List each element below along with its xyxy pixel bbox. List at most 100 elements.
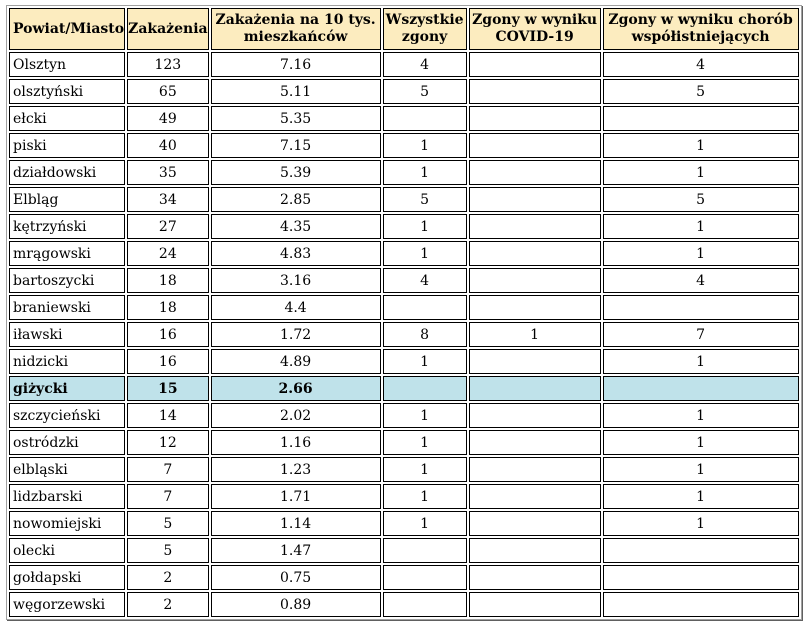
cell-district: węgorzewski bbox=[9, 592, 126, 617]
cell-district: lidzbarski bbox=[9, 484, 126, 509]
cell-district: szczycieński bbox=[9, 403, 126, 428]
cell-district: giżycki bbox=[9, 376, 126, 401]
cell-all-deaths: 1 bbox=[382, 511, 467, 536]
table-row: elbląski 7 1.23 1 1 bbox=[9, 457, 799, 482]
header-district: Powiat/Miasto bbox=[9, 8, 126, 50]
cell-covid-deaths bbox=[468, 52, 601, 77]
table-row: bartoszycki 18 3.16 4 4 bbox=[9, 268, 799, 293]
cell-comorbidity-deaths: 4 bbox=[602, 268, 799, 293]
cell-covid-deaths bbox=[468, 214, 601, 239]
cell-cases-per-10k: 0.89 bbox=[210, 592, 381, 617]
header-cases-per-10k: Zakażenia na 10 tys. mieszkańców bbox=[210, 8, 381, 50]
cell-covid-deaths bbox=[468, 430, 601, 455]
cell-all-deaths: 1 bbox=[382, 403, 467, 428]
cell-comorbidity-deaths bbox=[602, 295, 799, 320]
cell-district: olsztyński bbox=[9, 79, 126, 104]
cell-covid-deaths bbox=[468, 160, 601, 185]
cell-all-deaths bbox=[382, 376, 467, 401]
cell-covid-deaths bbox=[468, 538, 601, 563]
cell-district: kętrzyński bbox=[9, 214, 126, 239]
table-row: gołdapski 2 0.75 bbox=[9, 565, 799, 590]
cell-cases-per-10k: 0.75 bbox=[210, 565, 381, 590]
cell-district: bartoszycki bbox=[9, 268, 126, 293]
table-row: lidzbarski 7 1.71 1 1 bbox=[9, 484, 799, 509]
cell-comorbidity-deaths: 7 bbox=[602, 322, 799, 347]
cell-cases-per-10k: 5.35 bbox=[210, 106, 381, 131]
table-row: ostródzki 12 1.16 1 1 bbox=[9, 430, 799, 455]
cell-cases-per-10k: 7.15 bbox=[210, 133, 381, 158]
cell-cases-per-10k: 1.71 bbox=[210, 484, 381, 509]
cell-cases: 24 bbox=[127, 241, 209, 266]
cell-comorbidity-deaths: 1 bbox=[602, 430, 799, 455]
cell-comorbidity-deaths bbox=[602, 592, 799, 617]
cell-district: ełcki bbox=[9, 106, 126, 131]
cell-cases: 15 bbox=[127, 376, 209, 401]
table-header: Powiat/Miasto Zakażenia Zakażenia na 10 … bbox=[9, 8, 799, 50]
cell-cases: 123 bbox=[127, 52, 209, 77]
cell-cases-per-10k: 1.47 bbox=[210, 538, 381, 563]
cell-covid-deaths bbox=[468, 457, 601, 482]
cell-all-deaths: 1 bbox=[382, 133, 467, 158]
cell-district: braniewski bbox=[9, 295, 126, 320]
cell-all-deaths: 4 bbox=[382, 52, 467, 77]
cell-covid-deaths bbox=[468, 403, 601, 428]
cell-cases-per-10k: 4.4 bbox=[210, 295, 381, 320]
table-row: olecki 5 1.47 bbox=[9, 538, 799, 563]
table-row: węgorzewski 2 0.89 bbox=[9, 592, 799, 617]
cell-district: piski bbox=[9, 133, 126, 158]
header-row: Powiat/Miasto Zakażenia Zakażenia na 10 … bbox=[9, 8, 799, 50]
cell-comorbidity-deaths: 1 bbox=[602, 511, 799, 536]
table-row: działdowski 35 5.39 1 1 bbox=[9, 160, 799, 185]
table-row: nidzicki 16 4.89 1 1 bbox=[9, 349, 799, 374]
cell-cases-per-10k: 4.89 bbox=[210, 349, 381, 374]
cell-district: Olsztyn bbox=[9, 52, 126, 77]
cell-all-deaths: 5 bbox=[382, 79, 467, 104]
cell-district: elbląski bbox=[9, 457, 126, 482]
cell-cases: 35 bbox=[127, 160, 209, 185]
cell-cases-per-10k: 3.16 bbox=[210, 268, 381, 293]
table-body: Olsztyn 123 7.16 4 4 olsztyński 65 5.11 5 5 ełcki 4… bbox=[9, 52, 799, 617]
header-comorbidity-deaths: Zgony w wyniku chorób współistniejących bbox=[602, 8, 799, 50]
cell-all-deaths bbox=[382, 592, 467, 617]
cell-district: Elbląg bbox=[9, 187, 126, 212]
cell-cases-per-10k: 2.85 bbox=[210, 187, 381, 212]
header-cases: Zakażenia bbox=[127, 8, 209, 50]
cell-all-deaths: 1 bbox=[382, 241, 467, 266]
cell-covid-deaths bbox=[468, 592, 601, 617]
cell-cases-per-10k: 4.35 bbox=[210, 214, 381, 239]
cell-covid-deaths bbox=[468, 106, 601, 131]
cell-cases-per-10k: 1.72 bbox=[210, 322, 381, 347]
table-row: olsztyński 65 5.11 5 5 bbox=[9, 79, 799, 104]
cell-cases: 2 bbox=[127, 565, 209, 590]
cell-district: gołdapski bbox=[9, 565, 126, 590]
covid-district-table: Powiat/Miasto Zakażenia Zakażenia na 10 … bbox=[6, 5, 802, 620]
cell-cases: 5 bbox=[127, 511, 209, 536]
header-covid-deaths: Zgony w wyniku COVID-19 bbox=[468, 8, 601, 50]
cell-comorbidity-deaths: 1 bbox=[602, 457, 799, 482]
cell-district: działdowski bbox=[9, 160, 126, 185]
header-all-deaths: Wszystkie zgony bbox=[382, 8, 467, 50]
cell-covid-deaths bbox=[468, 268, 601, 293]
cell-cases: 34 bbox=[127, 187, 209, 212]
cell-covid-deaths bbox=[468, 376, 601, 401]
table-frame: Powiat/Miasto Zakażenia Zakażenia na 10 … bbox=[6, 5, 802, 620]
cell-comorbidity-deaths: 5 bbox=[602, 79, 799, 104]
cell-cases: 16 bbox=[127, 349, 209, 374]
table-row: giżycki 15 2.66 bbox=[9, 376, 799, 401]
cell-comorbidity-deaths bbox=[602, 106, 799, 131]
cell-comorbidity-deaths: 1 bbox=[602, 241, 799, 266]
cell-cases-per-10k: 7.16 bbox=[210, 52, 381, 77]
cell-cases: 2 bbox=[127, 592, 209, 617]
cell-cases-per-10k: 5.39 bbox=[210, 160, 381, 185]
cell-cases: 49 bbox=[127, 106, 209, 131]
cell-all-deaths: 1 bbox=[382, 214, 467, 239]
cell-district: nowomiejski bbox=[9, 511, 126, 536]
cell-covid-deaths bbox=[468, 484, 601, 509]
cell-covid-deaths bbox=[468, 241, 601, 266]
cell-all-deaths: 1 bbox=[382, 484, 467, 509]
cell-covid-deaths: 1 bbox=[468, 322, 601, 347]
cell-comorbidity-deaths bbox=[602, 538, 799, 563]
cell-cases-per-10k: 1.16 bbox=[210, 430, 381, 455]
cell-cases: 18 bbox=[127, 268, 209, 293]
cell-all-deaths: 1 bbox=[382, 349, 467, 374]
